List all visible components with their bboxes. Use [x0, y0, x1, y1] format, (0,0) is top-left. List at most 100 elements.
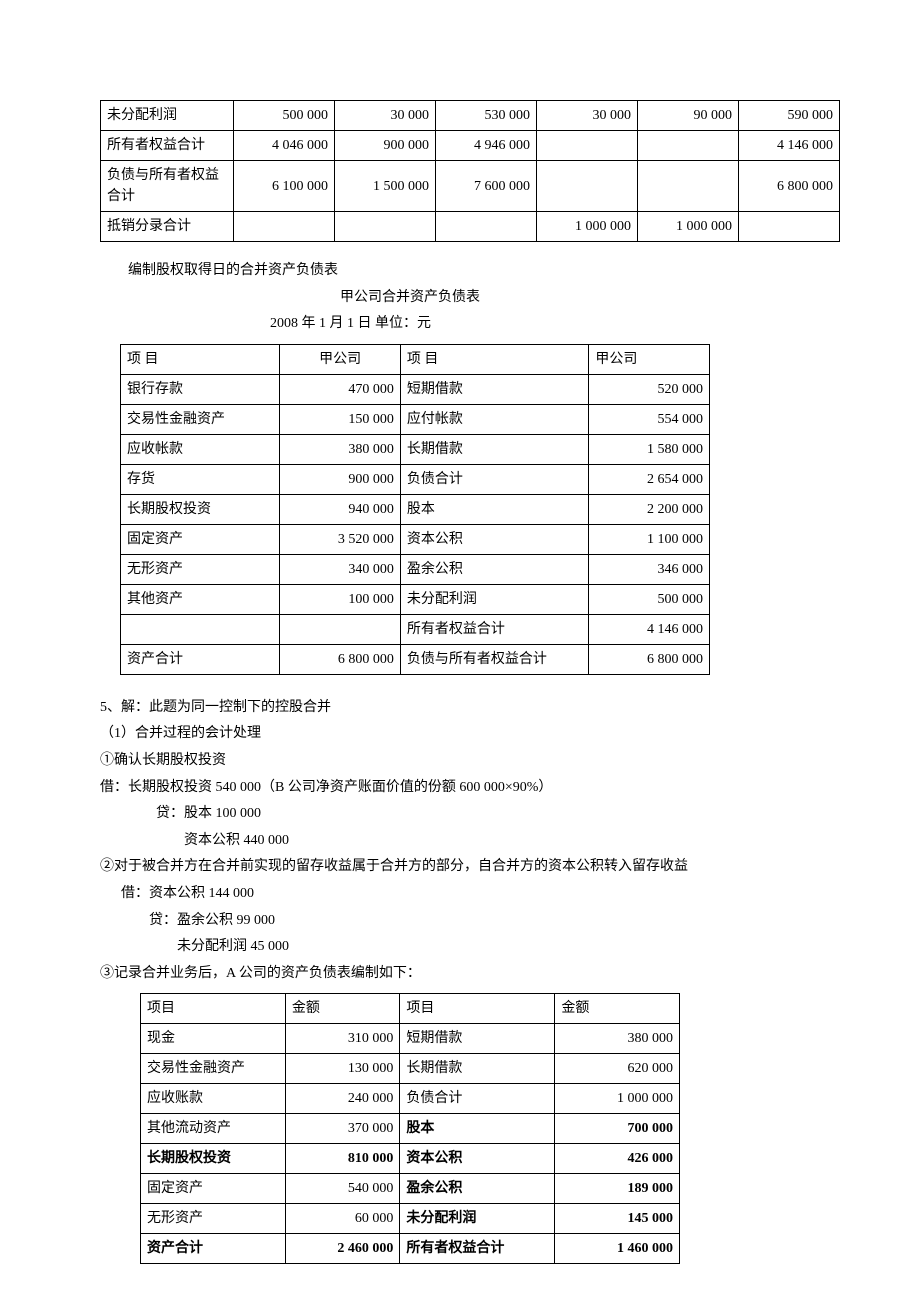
cell: 240 000	[285, 1084, 399, 1114]
cell: 1 580 000	[589, 434, 710, 464]
table-header-row: 项 目 甲公司 项 目 甲公司	[121, 344, 710, 374]
cell: 1 000 000	[537, 212, 638, 242]
table-row: 固定资产3 520 000资本公积1 100 000	[121, 524, 710, 554]
cell: 所有者权益合计	[101, 131, 234, 161]
table-row: 长期股权投资940 000股本2 200 000	[121, 494, 710, 524]
cell: 145 000	[555, 1204, 680, 1234]
cell: 1 460 000	[555, 1234, 680, 1264]
section2-line5: 贷：股本 100 000	[100, 801, 840, 828]
cell: 554 000	[589, 404, 710, 434]
cell: 900 000	[280, 464, 401, 494]
cell: 1 000 000	[638, 212, 739, 242]
cell: 6 100 000	[234, 161, 335, 212]
table-row: 所有者权益合计4 146 000	[121, 614, 710, 644]
cell: 6 800 000	[739, 161, 840, 212]
cell	[638, 161, 739, 212]
section2-line1: 5、解：此题为同一控制下的控股合并	[100, 695, 840, 722]
table-row: 无形资产60 000未分配利润145 000	[141, 1204, 680, 1234]
cell: 340 000	[280, 554, 401, 584]
table-row: 交易性金融资产150 000应付帐款554 000	[121, 404, 710, 434]
cell: 交易性金融资产	[121, 404, 280, 434]
cell: 1 100 000	[589, 524, 710, 554]
section1-title: 编制股权取得日的合并资产负债表	[100, 258, 840, 285]
cell: 520 000	[589, 374, 710, 404]
cell: 其他流动资产	[141, 1114, 286, 1144]
table-header-row: 项目 金额 项目 金额	[141, 994, 680, 1024]
summary-table: 未分配利润500 00030 000530 00030 00090 000590…	[100, 100, 840, 242]
cell: 固定资产	[121, 524, 280, 554]
cell: 3 520 000	[280, 524, 401, 554]
cell: 固定资产	[141, 1174, 286, 1204]
col-header: 甲公司	[589, 344, 710, 374]
table-row: 其他资产100 000未分配利润500 000	[121, 584, 710, 614]
cell: 4 946 000	[436, 131, 537, 161]
cell: 负债与所有者权益合计	[400, 644, 589, 674]
table-row: 长期股权投资810 000资本公积426 000	[141, 1144, 680, 1174]
cell	[739, 212, 840, 242]
cell: 负债合计	[400, 1084, 555, 1114]
table-row: 交易性金融资产130 000长期借款620 000	[141, 1054, 680, 1084]
cell: 股本	[400, 1114, 555, 1144]
cell: 长期借款	[400, 434, 589, 464]
cell: 60 000	[285, 1204, 399, 1234]
cell: 盈余公积	[400, 1174, 555, 1204]
cell: 380 000	[555, 1024, 680, 1054]
section2-line6: 资本公积 440 000	[100, 828, 840, 855]
cell: 370 000	[285, 1114, 399, 1144]
cell: 短期借款	[400, 1024, 555, 1054]
col-header: 项目	[141, 994, 286, 1024]
cell	[638, 131, 739, 161]
cell: 590 000	[739, 101, 840, 131]
col-header: 甲公司	[280, 344, 401, 374]
cell: 长期借款	[400, 1054, 555, 1084]
section2-line2: （1）合并过程的会计处理	[100, 721, 840, 748]
cell: 其他资产	[121, 584, 280, 614]
table-row: 银行存款470 000短期借款520 000	[121, 374, 710, 404]
cell: 长期股权投资	[121, 494, 280, 524]
section2-line7: ②对于被合并方在合并前实现的留存收益属于合并方的部分，自合并方的资本公积转入留存…	[100, 854, 840, 881]
col-header: 项目	[400, 994, 555, 1024]
cell: 30 000	[537, 101, 638, 131]
cell: 所有者权益合计	[400, 614, 589, 644]
cell: 470 000	[280, 374, 401, 404]
table-row: 应收账款240 000负债合计1 000 000	[141, 1084, 680, 1114]
section2-line4: 借：长期股权投资 540 000（B 公司净资产账面价值的份额 600 000×…	[100, 775, 840, 802]
section2-line8: 借：资本公积 144 000	[100, 881, 840, 908]
cell: 4 146 000	[739, 131, 840, 161]
table-row: 无形资产340 000盈余公积346 000	[121, 554, 710, 584]
col-header: 项 目	[121, 344, 280, 374]
cell: 银行存款	[121, 374, 280, 404]
section1-subtitle: 甲公司合并资产负债表	[0, 285, 840, 312]
cell: 资产合计	[141, 1234, 286, 1264]
table-row: 其他流动资产370 000股本700 000	[141, 1114, 680, 1144]
cell: 资产合计	[121, 644, 280, 674]
cell: 未分配利润	[101, 101, 234, 131]
cell: 189 000	[555, 1174, 680, 1204]
cell: 2 200 000	[589, 494, 710, 524]
cell: 700 000	[555, 1114, 680, 1144]
cell: 900 000	[335, 131, 436, 161]
cell: 4 046 000	[234, 131, 335, 161]
cell: 现金	[141, 1024, 286, 1054]
cell	[537, 131, 638, 161]
cell: 交易性金融资产	[141, 1054, 286, 1084]
cell: 426 000	[555, 1144, 680, 1174]
cell: 负债与所有者权益合计	[101, 161, 234, 212]
cell: 抵销分录合计	[101, 212, 234, 242]
section2-line11: ③记录合并业务后，A 公司的资产负债表编制如下：	[100, 961, 840, 988]
cell: 6 800 000	[589, 644, 710, 674]
table-row: 资产合计2 460 000所有者权益合计1 460 000	[141, 1234, 680, 1264]
cell: 540 000	[285, 1174, 399, 1204]
col-header: 金额	[555, 994, 680, 1024]
balance-sheet-table: 项 目 甲公司 项 目 甲公司 银行存款470 000短期借款520 000交易…	[120, 344, 710, 675]
cell: 6 800 000	[280, 644, 401, 674]
cell	[436, 212, 537, 242]
cell: 资本公积	[400, 1144, 555, 1174]
cell: 620 000	[555, 1054, 680, 1084]
cell: 未分配利润	[400, 1204, 555, 1234]
cell: 盈余公积	[400, 554, 589, 584]
cell: 长期股权投资	[141, 1144, 286, 1174]
cell: 未分配利润	[400, 584, 589, 614]
table-row: 固定资产540 000盈余公积189 000	[141, 1174, 680, 1204]
cell: 应收账款	[141, 1084, 286, 1114]
